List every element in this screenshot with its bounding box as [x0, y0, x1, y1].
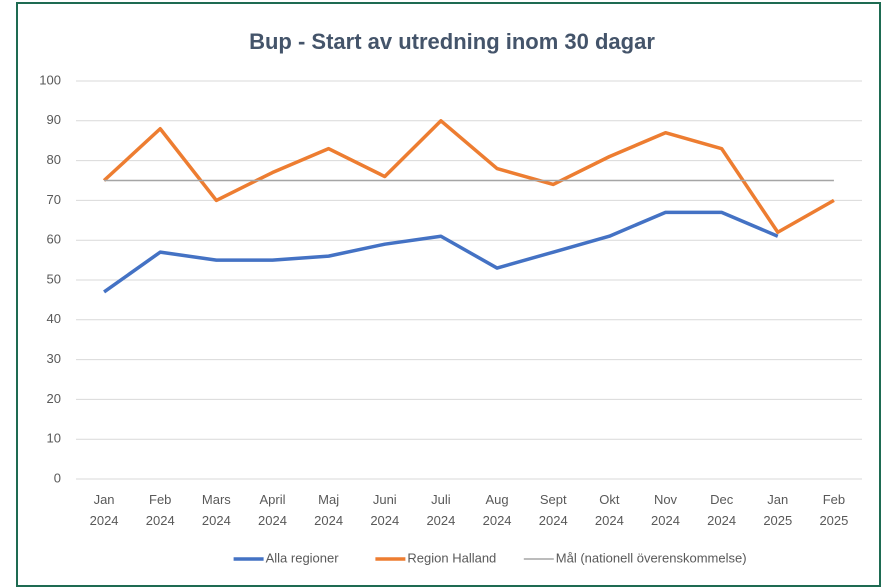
series-line [103, 210, 779, 294]
y-tick-label: 80 [47, 152, 61, 167]
y-tick-label: 30 [47, 351, 61, 366]
x-tick-label: April 2024 [258, 492, 287, 528]
x-tick-label: Sept 2024 [539, 492, 568, 528]
x-tick-label: Jan 2024 [90, 492, 119, 528]
y-tick-label: 100 [39, 72, 61, 87]
series-line [102, 119, 835, 234]
y-tick-label: 70 [47, 192, 61, 207]
x-tick-label: Aug 2024 [483, 492, 512, 528]
legend-label: Mål (nationell överenskommelse) [556, 550, 747, 565]
y-tick-label: 50 [47, 271, 61, 286]
y-tick-label: 60 [47, 232, 61, 247]
x-tick-label: Dec 2024 [707, 492, 736, 528]
y-tick-label: 40 [47, 311, 61, 326]
x-tick-label: Mars 2024 [202, 492, 231, 528]
y-tick-label: 10 [47, 431, 61, 446]
x-tick-label: Maj 2024 [314, 492, 343, 528]
y-tick-label: 20 [47, 391, 61, 406]
x-tick-label: Feb 2024 [146, 492, 175, 528]
x-tick-label: Juni 2024 [370, 492, 399, 528]
x-tick-label: Feb 2025 [819, 492, 848, 528]
x-tick-label: Okt 2024 [595, 492, 624, 528]
chart-title: Bup - Start av utredning inom 30 dagar [249, 29, 655, 54]
x-tick-label: Jan 2025 [763, 492, 792, 528]
x-tick-label: Nov 2024 [651, 492, 680, 528]
chart-frame [16, 2, 881, 587]
legend-label: Region Halland [407, 550, 496, 565]
x-tick-label: Juli 2024 [426, 492, 455, 528]
y-tick-label: 0 [54, 470, 61, 485]
y-tick-label: 90 [47, 112, 61, 127]
legend-label: Alla regioner [266, 550, 340, 565]
